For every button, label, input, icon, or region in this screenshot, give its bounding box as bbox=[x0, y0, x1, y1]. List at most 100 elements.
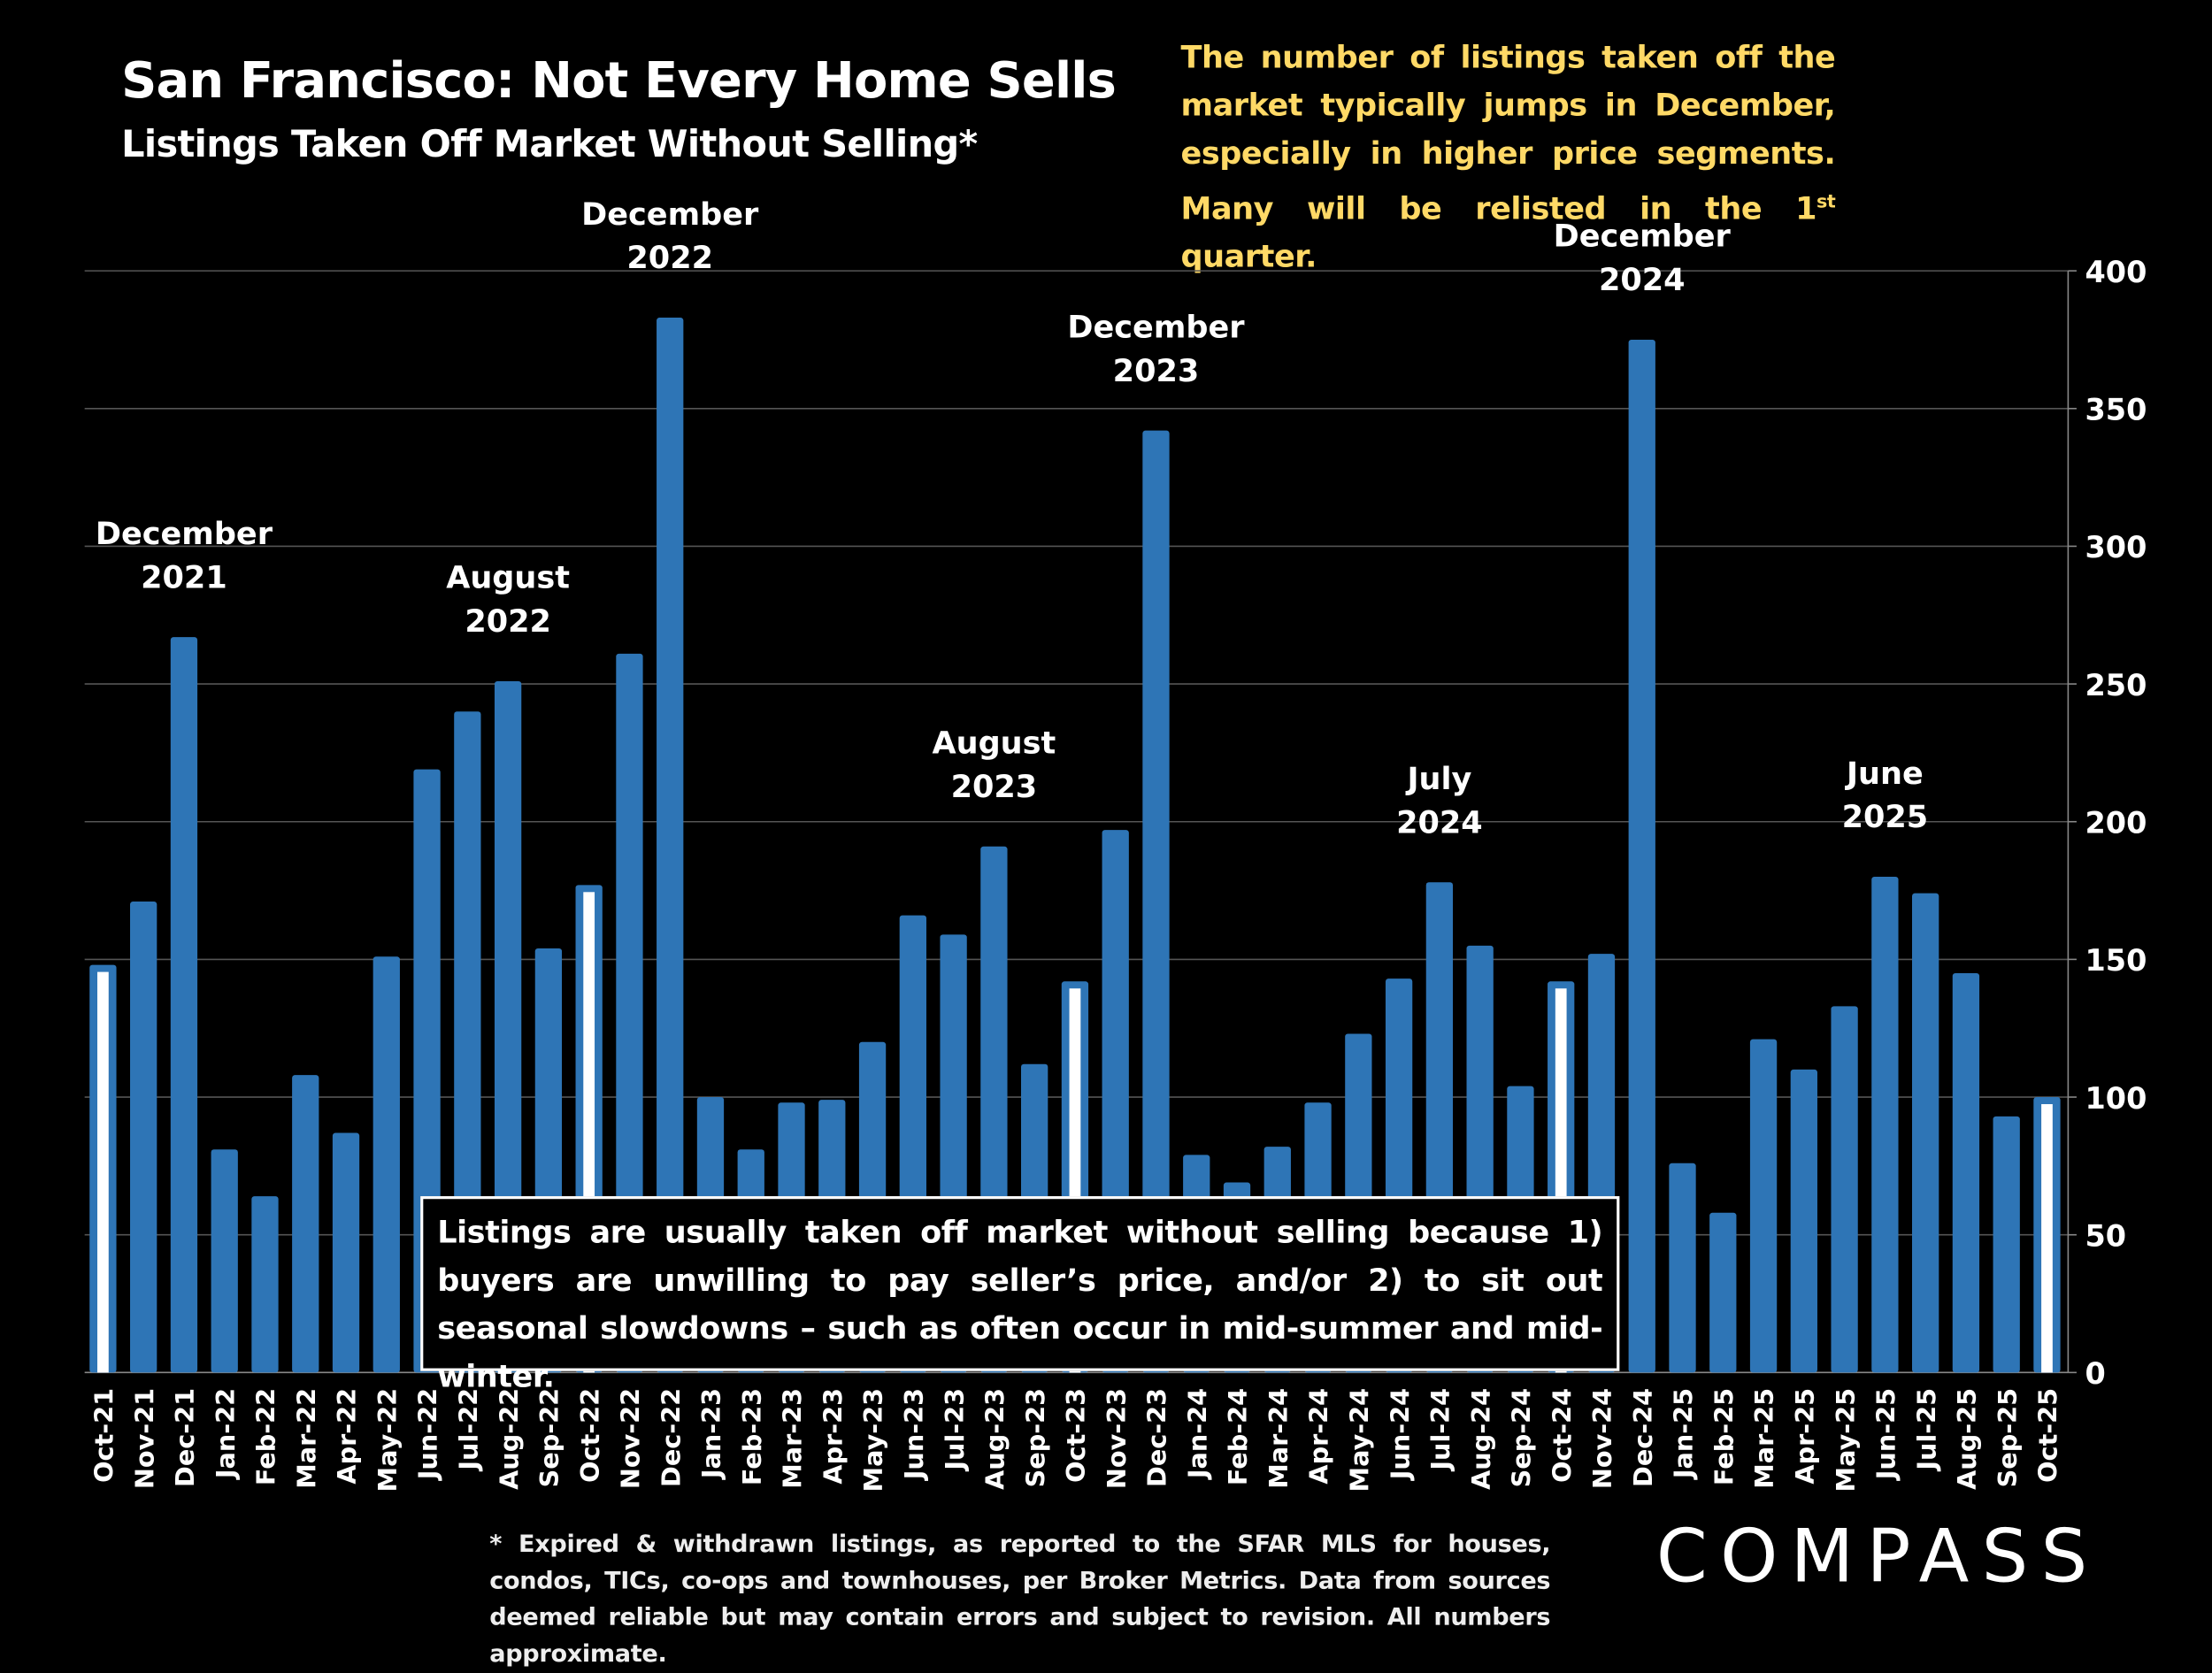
x-tick-label: Jan-25 bbox=[1669, 1388, 1699, 1480]
annotation-year: 2022 bbox=[626, 240, 713, 276]
x-tick-label: Sep-22 bbox=[534, 1388, 565, 1487]
x-tick-label: Jan-23 bbox=[696, 1388, 726, 1480]
bar-highlight bbox=[2041, 1104, 2053, 1373]
x-tick-label: Dec-21 bbox=[170, 1388, 200, 1487]
x-tick-label: Jul-25 bbox=[1911, 1388, 1941, 1472]
bar bbox=[657, 318, 684, 1373]
x-tick-label: Nov-22 bbox=[616, 1388, 646, 1489]
annotation-year: 2023 bbox=[951, 769, 1038, 805]
x-tick-label: May-24 bbox=[1345, 1388, 1375, 1493]
x-tick-label: Oct-22 bbox=[575, 1388, 605, 1483]
x-tick-label: Nov-23 bbox=[1102, 1388, 1132, 1489]
x-tick-label: May-25 bbox=[1831, 1388, 1861, 1493]
x-tick-label: Oct-23 bbox=[1061, 1388, 1091, 1483]
x-tick-label: Aug-24 bbox=[1466, 1388, 1496, 1490]
y-tick-label: 150 bbox=[2085, 943, 2147, 978]
x-tick-label: Dec-24 bbox=[1628, 1388, 1658, 1487]
y-tick-label: 200 bbox=[2085, 805, 2147, 840]
x-tick-label: Jul-22 bbox=[454, 1388, 484, 1472]
bar bbox=[1709, 1212, 1737, 1373]
x-tick-label: Feb-25 bbox=[1709, 1388, 1739, 1485]
bar bbox=[1952, 972, 1980, 1373]
bar bbox=[1669, 1163, 1696, 1373]
annotation-year: 2025 bbox=[1842, 799, 1929, 835]
note-superscript: st bbox=[1816, 191, 1836, 213]
note-text: The number of listings taken off the mar… bbox=[1180, 41, 1836, 228]
x-tick-label: Jan-22 bbox=[211, 1388, 241, 1480]
bar bbox=[1790, 1069, 1817, 1373]
x-tick-label: Dec-23 bbox=[1142, 1388, 1172, 1487]
bar bbox=[130, 902, 157, 1373]
bar bbox=[373, 956, 400, 1373]
bar bbox=[292, 1075, 319, 1373]
bar bbox=[211, 1149, 238, 1373]
callout-box: Listings are usually taken off market wi… bbox=[420, 1196, 1620, 1395]
x-tick-label: Dec-22 bbox=[656, 1388, 686, 1487]
bar bbox=[332, 1132, 360, 1373]
x-tick-label: Jun-25 bbox=[1871, 1388, 1901, 1481]
y-tick-label: 250 bbox=[2085, 668, 2147, 702]
x-tick-label: Jul-23 bbox=[940, 1388, 970, 1472]
x-tick-label: Aug-25 bbox=[1952, 1388, 1982, 1490]
annotation-label: December bbox=[1554, 219, 1732, 255]
y-tick-label: 300 bbox=[2085, 530, 2147, 564]
x-tick-label: Mar-22 bbox=[291, 1388, 321, 1489]
x-tick-label: Aug-22 bbox=[494, 1388, 524, 1490]
bar bbox=[1142, 430, 1170, 1373]
chart-subtitle: Listings Taken Off Market Without Sellin… bbox=[121, 124, 978, 167]
x-tick-label: Jan-24 bbox=[1182, 1388, 1212, 1480]
bar bbox=[1871, 876, 1899, 1373]
annotation-label: June bbox=[1845, 756, 1924, 792]
y-tick-label: 0 bbox=[2085, 1356, 2106, 1391]
annotation-label: December bbox=[1067, 309, 1245, 345]
x-tick-label: Apr-24 bbox=[1304, 1388, 1334, 1485]
bar-highlight bbox=[97, 971, 109, 1373]
footnote: * Expired & withdrawn listings, as repor… bbox=[489, 1530, 1551, 1669]
x-tick-label: Oct-25 bbox=[2033, 1388, 2063, 1483]
x-tick-label: Aug-23 bbox=[980, 1388, 1010, 1490]
x-tick-label: Mar-23 bbox=[778, 1388, 808, 1489]
bar bbox=[1831, 1006, 1858, 1373]
x-tick-label: Sep-23 bbox=[1020, 1388, 1050, 1487]
bar bbox=[1628, 339, 1655, 1373]
x-tick-label: Oct-24 bbox=[1547, 1388, 1577, 1483]
x-tick-label: Mar-25 bbox=[1749, 1388, 1779, 1489]
bar bbox=[251, 1196, 279, 1373]
compass-logo: COMPASS bbox=[1655, 1515, 2101, 1600]
x-tick-label: Feb-23 bbox=[737, 1388, 767, 1485]
x-tick-label: Jun-24 bbox=[1385, 1388, 1415, 1481]
bar bbox=[1912, 893, 1939, 1373]
y-tick-label: 400 bbox=[2085, 255, 2147, 289]
bar bbox=[1749, 1039, 1778, 1373]
x-tick-label: Sep-24 bbox=[1507, 1388, 1537, 1487]
highlight-note: The number of listings taken off the mar… bbox=[1181, 35, 1836, 283]
annotation-year: 2024 bbox=[1396, 804, 1483, 840]
x-tick-label: Jul-24 bbox=[1425, 1388, 1455, 1472]
y-tick-label: 100 bbox=[2085, 1081, 2147, 1116]
x-tick-label: Apr-22 bbox=[332, 1388, 362, 1485]
annotation-year: 2024 bbox=[1599, 262, 1686, 298]
bar bbox=[170, 637, 198, 1373]
x-tick-label: Jun-23 bbox=[899, 1388, 929, 1481]
x-tick-label: Oct-21 bbox=[89, 1388, 119, 1483]
annotation-label: December bbox=[96, 516, 273, 552]
y-tick-label: 50 bbox=[2085, 1218, 2127, 1253]
x-tick-label: May-23 bbox=[858, 1388, 888, 1493]
annotation-label: July bbox=[1405, 761, 1471, 797]
x-tick-label: Feb-24 bbox=[1223, 1388, 1253, 1485]
annotation-year: 2022 bbox=[465, 603, 551, 640]
annotation-label: August bbox=[446, 560, 570, 596]
x-tick-label: Sep-25 bbox=[1993, 1388, 2023, 1487]
annotation-year: 2023 bbox=[1113, 353, 1200, 389]
bar bbox=[1993, 1116, 2020, 1373]
annotation-label: December bbox=[581, 196, 759, 233]
y-tick-label: 350 bbox=[2085, 393, 2147, 427]
bar bbox=[616, 653, 643, 1373]
x-tick-label: Apr-25 bbox=[1790, 1388, 1820, 1485]
x-tick-label: Nov-24 bbox=[1587, 1388, 1617, 1489]
x-tick-label: Jun-22 bbox=[413, 1388, 443, 1481]
x-tick-label: May-22 bbox=[373, 1388, 403, 1493]
x-tick-label: Feb-22 bbox=[251, 1388, 281, 1485]
